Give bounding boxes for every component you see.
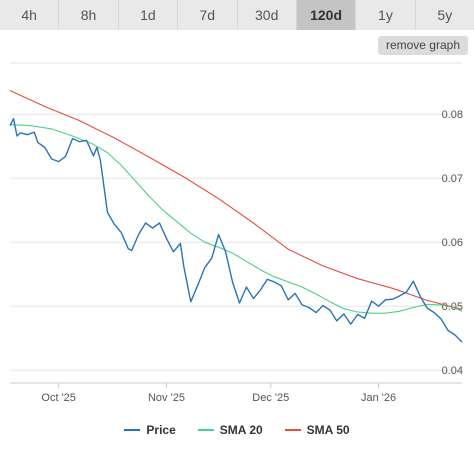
legend-label: SMA 50 [306, 423, 350, 437]
tab-1y[interactable]: 1y [356, 0, 416, 30]
legend-item-price[interactable]: Price [124, 423, 176, 437]
chart-legend: Price SMA 20 SMA 50 [0, 420, 474, 440]
tab-120d[interactable]: 120d [296, 0, 357, 30]
y-tick-label: 0.06 [442, 237, 463, 249]
x-tick-label: Jan '26 [361, 392, 396, 404]
tab-5y[interactable]: 5y [415, 0, 474, 30]
legend-item-sma-20[interactable]: SMA 20 [197, 423, 263, 437]
legend-item-sma-50[interactable]: SMA 50 [284, 423, 350, 437]
remove-graph-button[interactable]: remove graph [377, 36, 468, 55]
y-tick-label: 0.04 [442, 365, 463, 377]
x-tick-label: Nov '25 [148, 392, 185, 404]
legend-swatch [124, 429, 141, 431]
legend-swatch [197, 429, 214, 431]
legend-swatch [284, 429, 301, 431]
y-tick-label: 0.07 [442, 173, 463, 185]
timeframe-tabs: 4h 8h 1d 7d 30d 120d 1y 5y [0, 0, 474, 30]
legend-label: Price [146, 423, 176, 437]
tab-8h[interactable]: 8h [59, 0, 119, 30]
tab-30d[interactable]: 30d [237, 0, 297, 30]
tab-4h[interactable]: 4h [0, 0, 60, 30]
series-line-sma-20 [9, 123, 463, 314]
legend-label: SMA 20 [219, 423, 263, 437]
y-tick-label: 0.08 [442, 109, 463, 121]
x-tick-label: Dec '25 [252, 392, 289, 404]
tab-7d[interactable]: 7d [178, 0, 238, 30]
x-tick-label: Oct '25 [41, 392, 76, 404]
tab-1d[interactable]: 1d [118, 0, 179, 30]
series-line-sma-50 [9, 90, 463, 310]
series-line-price [9, 118, 463, 343]
